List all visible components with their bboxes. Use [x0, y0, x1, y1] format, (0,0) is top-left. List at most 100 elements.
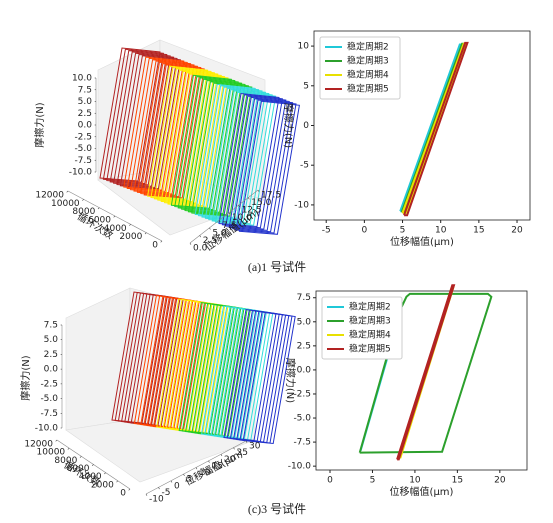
y-axis-label: 摩擦力(N): [282, 103, 295, 148]
x-tick-label: 5: [400, 226, 406, 236]
tick-label: 2.5: [78, 109, 92, 119]
tick-mark: [228, 212, 231, 215]
y-axis-label: 摩擦力(N): [284, 358, 297, 403]
tick-mark: [82, 199, 84, 201]
tick-label: 8000: [72, 207, 95, 217]
tick-label: 15.0: [251, 198, 271, 208]
tick-mark: [183, 473, 185, 476]
x-tick-label: 0: [327, 476, 333, 486]
tick-mark: [195, 467, 198, 470]
tick-mark: [199, 235, 201, 238]
legend-label: 稳定周期2: [349, 301, 391, 313]
y-tick-label: 0.0: [297, 365, 312, 375]
x-axis-label: 位移幅值(μm): [390, 235, 454, 248]
tick-label: 12.5: [242, 206, 262, 216]
x-tick-label: 0: [362, 226, 368, 236]
tick-label: 15: [212, 461, 223, 471]
pane: [65, 419, 257, 483]
legend-box: [321, 296, 403, 360]
tick-label: 7.5: [78, 85, 92, 95]
y-tick-label: -5: [300, 161, 309, 171]
loop: [238, 100, 300, 235]
tick-label: 12000: [24, 440, 53, 450]
tick-label: -5.0: [40, 394, 58, 404]
tick-label: 0.0: [78, 121, 93, 131]
x-tick-label: -5: [322, 226, 331, 236]
tick-mark: [220, 454, 223, 457]
y-tick-label: 10: [298, 42, 310, 52]
tick-mark: [158, 487, 160, 490]
x-tick-label: 15: [473, 226, 484, 236]
tick-label: 7.5: [44, 321, 58, 331]
y-tick-label: 7.5: [297, 293, 311, 303]
tick-mark: [160, 240, 163, 243]
legend-box: [319, 36, 401, 100]
tick-mark: [113, 215, 116, 218]
tick-mark: [116, 480, 119, 483]
tick-label: 5: [187, 475, 193, 485]
tick-mark: [189, 242, 192, 245]
tick-label: 12000: [35, 191, 64, 201]
tick-mark: [79, 456, 82, 458]
y-tick-label: -10.0: [288, 462, 312, 472]
tick-label: 5.0: [212, 228, 227, 238]
tick-label: 0: [152, 241, 158, 251]
tick-mark: [67, 447, 70, 450]
tick-mark: [170, 480, 173, 483]
y-tick-label: -7.5: [293, 438, 311, 448]
tick-label: 10000: [37, 448, 66, 458]
tick-mark: [209, 227, 211, 230]
tick-label: -2.5: [74, 132, 92, 142]
legend-label: 稳定周期3: [347, 55, 389, 67]
tick-label: -7.5: [40, 409, 58, 419]
x-tick-label: 20: [494, 476, 506, 486]
tick-mark: [66, 190, 69, 193]
tick-label: 5.0: [78, 97, 93, 107]
tick-label: 0.0: [44, 365, 59, 375]
tick-label: 7.5: [222, 221, 236, 231]
tick-mark: [128, 488, 131, 491]
loop: [228, 96, 290, 231]
caption: (c)3 号试件: [248, 501, 306, 516]
y-tick-label: -5.0: [293, 414, 311, 424]
tick-label: -10: [149, 495, 164, 505]
legend-label: 稳定周期2: [347, 41, 389, 53]
tick-mark: [248, 197, 250, 200]
loop: [232, 98, 294, 233]
y-tick-label: 5.0: [297, 317, 312, 327]
loop: [221, 94, 283, 229]
series-line: [396, 284, 456, 461]
x-tick-label: 20: [511, 226, 523, 236]
tick-label: 8000: [54, 456, 77, 466]
legend-label: 稳定周期3: [349, 315, 391, 327]
tick-label: 0.0: [193, 244, 208, 254]
y-tick-label: 2.5: [297, 341, 311, 351]
tick-label: 10: [199, 468, 211, 478]
loop: [235, 99, 297, 234]
x-tick-label: 10: [409, 476, 421, 486]
loop: [225, 95, 287, 230]
tick-label: 0: [174, 481, 180, 491]
tick-label: -5: [162, 488, 171, 498]
tick-label: 0: [120, 489, 126, 499]
tick-label: 25: [237, 448, 248, 458]
tick-label: 6000: [67, 464, 90, 474]
tick-mark: [257, 189, 260, 192]
x-tick-label: 10: [435, 226, 447, 236]
loop: [218, 92, 280, 228]
tick-label: 10.0: [72, 74, 92, 84]
tick-mark: [97, 207, 100, 210]
tick-label: 4000: [79, 472, 102, 482]
tick-mark: [245, 440, 248, 443]
tick-mark: [218, 220, 221, 223]
legend-label: 稳定周期4: [347, 69, 389, 81]
tick-label: 10000: [51, 199, 80, 209]
axis-label: 摩擦力(N): [33, 102, 46, 147]
tick-mark: [104, 472, 106, 475]
tick-mark: [145, 493, 148, 496]
tick-mark: [238, 204, 240, 207]
tick-label: 2000: [91, 480, 114, 490]
tick-label: 30: [249, 442, 261, 452]
tick-mark: [55, 439, 58, 442]
